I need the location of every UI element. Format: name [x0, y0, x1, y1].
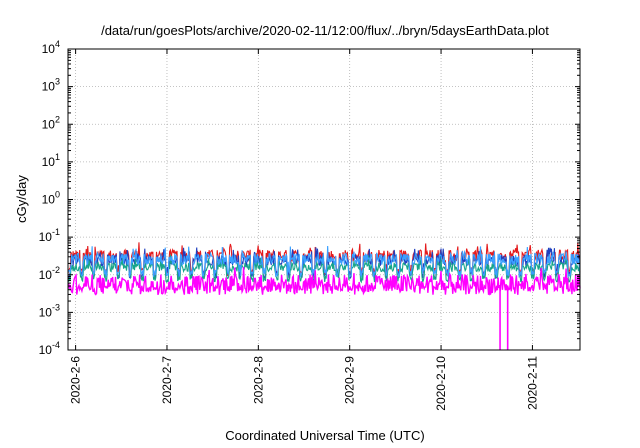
x-axis-label: Coordinated Universal Time (UTC): [225, 428, 424, 443]
x-tick-label: 2020-2-6: [69, 356, 83, 404]
grid: [68, 49, 580, 350]
x-tick-label: 2020-2-9: [343, 356, 357, 404]
y-axis-label: cGy/day: [14, 175, 29, 223]
chart-title: /data/run/goesPlots/archive/2020-02-11/1…: [101, 23, 549, 38]
series-group: [67, 242, 581, 350]
y-tick-label: 10-4: [39, 340, 60, 357]
x-tick-label: 2020-2-7: [160, 356, 174, 404]
y-tick-label: 102: [42, 114, 60, 131]
y-tick-label: 10-1: [39, 227, 60, 244]
x-axis: 2020-2-6 2020-2-7 2020-2-8 2020-2-9 2020-2-1…: [69, 49, 539, 411]
series-line: [67, 266, 581, 296]
y-tick-label: 100: [42, 190, 60, 207]
y-tick-label: 10-3: [39, 302, 60, 319]
x-tick-label: 2020-2-8: [251, 356, 265, 404]
y-tick-label: 10-2: [39, 265, 60, 282]
series-line: [67, 246, 581, 279]
y-tick-label: 104: [42, 39, 60, 56]
y-axis: 10-4 10-3 10-2 10-1 100 101 102 103 104: [39, 39, 580, 357]
x-tick-label: 2020-2-10: [434, 356, 448, 411]
x-tick-label: 2020-2-11: [525, 356, 539, 410]
y-tick-label: 103: [42, 77, 60, 94]
y-tick-label: 101: [42, 152, 60, 169]
